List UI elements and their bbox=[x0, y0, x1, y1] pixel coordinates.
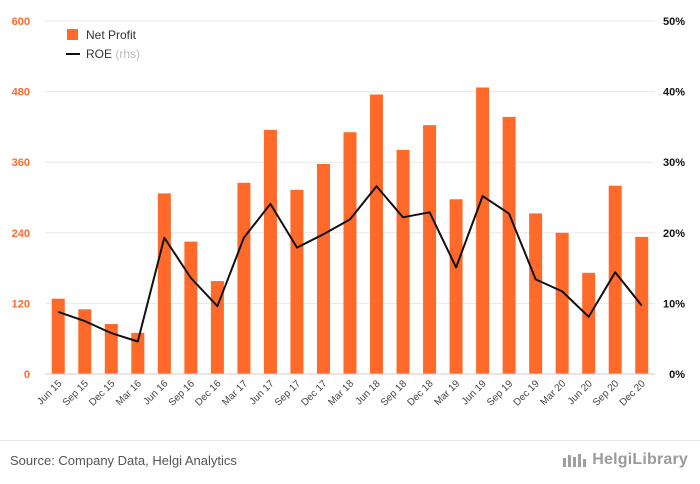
bar bbox=[556, 233, 569, 374]
x-tick-label: Mar 17 bbox=[220, 378, 250, 408]
bar bbox=[158, 193, 171, 374]
x-tick-label: Jun 19 bbox=[460, 378, 489, 407]
bar bbox=[423, 125, 436, 374]
left-tick-label: 480 bbox=[12, 87, 30, 99]
x-tick-label: Mar 20 bbox=[539, 378, 569, 408]
legend-rhs-note: (rhs) bbox=[115, 47, 140, 61]
right-tick-label: 0% bbox=[669, 369, 685, 381]
x-tick-label: Jun 18 bbox=[354, 378, 383, 407]
bar bbox=[237, 183, 250, 374]
bar bbox=[264, 130, 277, 374]
left-tick-label: 0 bbox=[24, 369, 30, 381]
bar bbox=[450, 199, 463, 374]
x-tick-label: Dec 18 bbox=[406, 378, 436, 408]
bar bbox=[529, 213, 542, 374]
x-tick-label: Mar 18 bbox=[326, 378, 356, 408]
x-tick-label: Dec 20 bbox=[618, 378, 648, 408]
bar bbox=[184, 242, 197, 374]
x-tick-label: Jun 16 bbox=[141, 378, 170, 407]
x-tick-label: Dec 17 bbox=[299, 378, 329, 408]
library-icon bbox=[562, 452, 588, 468]
x-tick-label: Sep 15 bbox=[61, 378, 91, 408]
left-tick-label: 600 bbox=[12, 16, 30, 28]
x-tick-label: Mar 19 bbox=[432, 378, 462, 408]
right-tick-label: 20% bbox=[663, 228, 685, 240]
x-tick-label: Sep 16 bbox=[167, 378, 197, 408]
right-axis-ticks: 0% 10% 20% 30% 40% 50% bbox=[663, 16, 685, 381]
x-tick-label: Jun 17 bbox=[248, 378, 277, 407]
source-note: Source: Company Data, Helgi Analytics bbox=[10, 453, 237, 468]
legend: Net Profit ROE (rhs) bbox=[66, 28, 140, 61]
right-tick-label: 50% bbox=[663, 16, 685, 28]
right-tick-label: 10% bbox=[663, 298, 685, 310]
brand-logo: HelgiLibrary bbox=[562, 451, 688, 469]
x-tick-label: Sep 20 bbox=[591, 378, 621, 408]
left-tick-label: 360 bbox=[12, 157, 30, 169]
bar bbox=[397, 150, 410, 374]
chart: 0 120 240 360 480 600 0% 10% 20% 30% 40% 50% Jun 1… bbox=[0, 0, 700, 440]
footer: Source: Company Data, Helgi Analytics He… bbox=[0, 440, 700, 484]
bar bbox=[317, 164, 330, 374]
bar bbox=[290, 190, 303, 374]
right-tick-label: 30% bbox=[663, 157, 685, 169]
x-tick-label: Sep 18 bbox=[379, 378, 409, 408]
right-tick-label: 40% bbox=[663, 87, 685, 99]
legend-label-roe: ROE (rhs) bbox=[86, 47, 140, 61]
bar bbox=[52, 299, 65, 374]
bar bbox=[370, 95, 383, 374]
left-tick-label: 240 bbox=[12, 228, 30, 240]
x-tick-label: Dec 15 bbox=[87, 378, 117, 408]
x-tick-label: Sep 19 bbox=[485, 378, 515, 408]
x-tick-label: Jun 15 bbox=[35, 378, 64, 407]
bar bbox=[582, 273, 595, 374]
left-axis-ticks: 0 120 240 360 480 600 bbox=[12, 16, 30, 381]
legend-label-net-profit: Net Profit bbox=[86, 28, 137, 42]
x-tick-label: Dec 16 bbox=[193, 378, 223, 408]
left-tick-label: 120 bbox=[12, 298, 30, 310]
legend-swatch-net-profit bbox=[67, 29, 78, 40]
x-tick-label: Jun 20 bbox=[566, 378, 595, 407]
brand-name: HelgiLibrary bbox=[592, 451, 688, 468]
bar bbox=[476, 87, 489, 374]
x-tick-label: Dec 19 bbox=[512, 378, 542, 408]
bar bbox=[503, 117, 516, 374]
x-tick-label: Mar 16 bbox=[114, 378, 144, 408]
bar bbox=[344, 132, 357, 374]
x-tick-label: Sep 17 bbox=[273, 378, 303, 408]
